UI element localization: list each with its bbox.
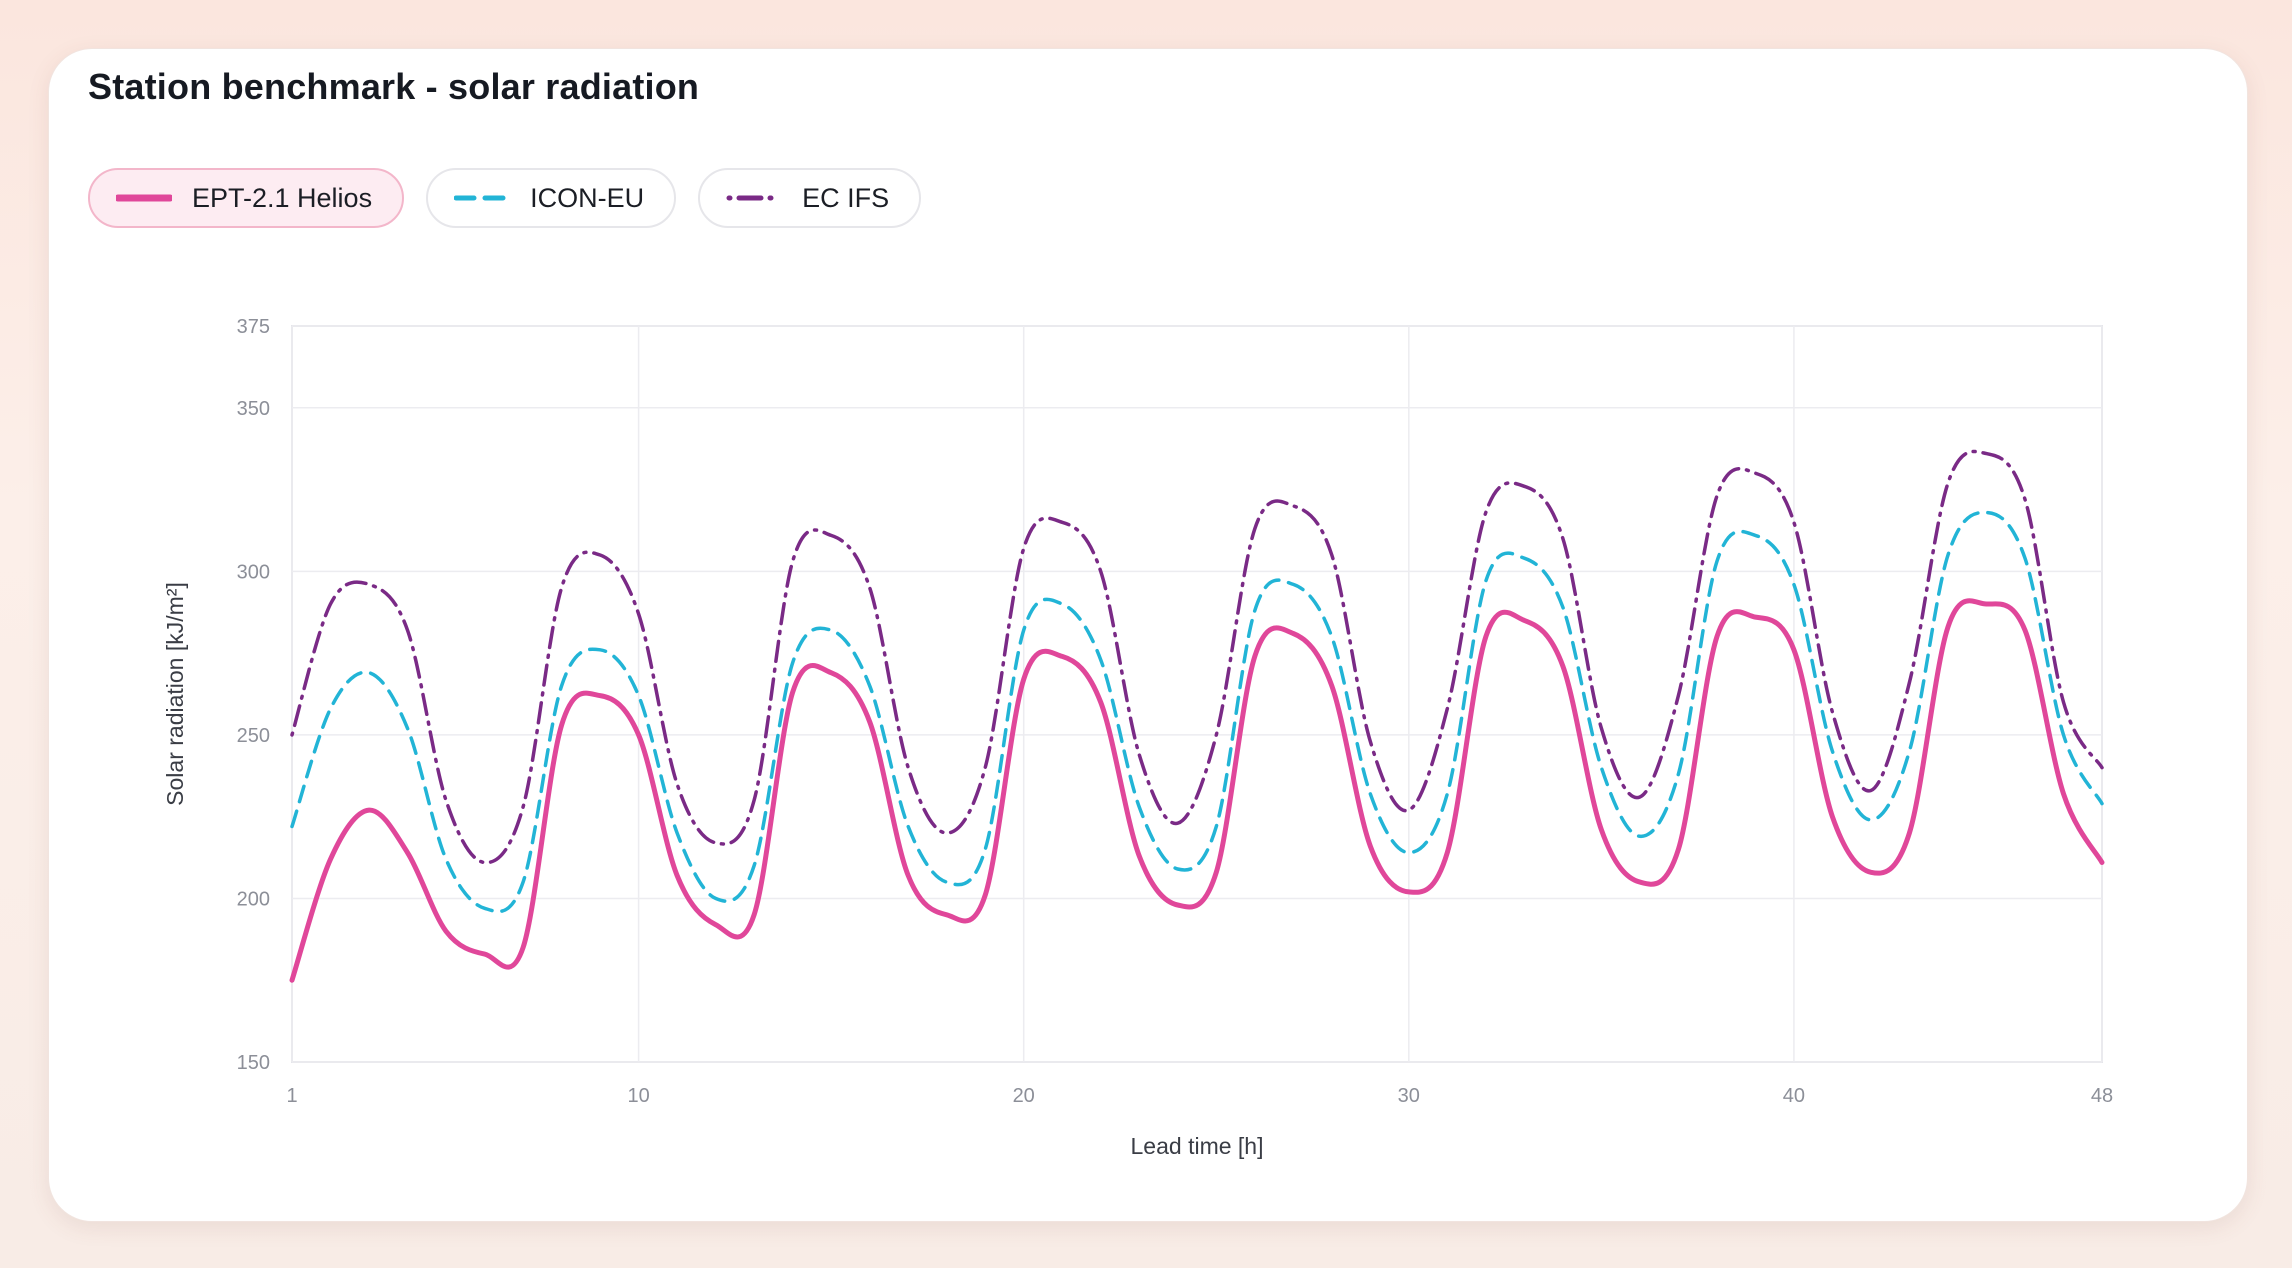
legend-label: EC IFS [802, 182, 890, 213]
chart-title: Station benchmark - solar radiation [88, 66, 700, 107]
legend-swatch-icon-eu [454, 195, 511, 201]
x-tick-label: 48 [2091, 1085, 2113, 1107]
series-line-icon-eu [290, 510, 2104, 914]
chart-grid [291, 325, 2103, 1063]
legend-item-ept-helios[interactable]: EPT-2.1 Helios [88, 168, 405, 228]
series-line-ec-ifs [290, 449, 2104, 865]
legend-swatch-ec-ifs [726, 195, 783, 201]
chart-card [48, 48, 2248, 1222]
legend-swatch-ept-helios [116, 194, 172, 202]
y-tick-label: 375 [237, 316, 270, 338]
legend-label: ICON-EU [530, 182, 645, 213]
y-tick-label: 250 [237, 725, 270, 747]
legend-label: EPT-2.1 Helios [192, 182, 373, 213]
plot-frame [291, 325, 2103, 1063]
y-tick-label: 150 [237, 1052, 270, 1074]
legend-item-icon-eu[interactable]: ICON-EU [426, 168, 677, 228]
chart-series [289, 449, 2105, 983]
x-tick-label: 40 [1783, 1085, 1805, 1107]
x-tick-label: 1 [286, 1085, 297, 1107]
y-tick-label: 200 [237, 888, 270, 910]
x-axis-label: Lead time [h] [1131, 1133, 1264, 1159]
legend: EPT-2.1 Helios ICON-EU EC IFS [88, 168, 922, 228]
y-tick-label: 300 [237, 561, 270, 583]
x-axis-ticks: 1 10 20 30 40 48 [286, 1085, 2113, 1107]
legend-item-ec-ifs[interactable]: EC IFS [698, 168, 922, 228]
x-tick-label: 30 [1398, 1085, 1420, 1107]
y-axis-label: Solar radiation [kJ/m²] [162, 582, 188, 806]
y-axis-ticks: 150 200 250 300 350 375 [237, 316, 270, 1074]
x-tick-label: 20 [1013, 1085, 1035, 1107]
x-tick-label: 10 [627, 1085, 649, 1107]
y-tick-label: 350 [237, 398, 270, 420]
series-line-ept-2-1-helios [289, 598, 2105, 983]
